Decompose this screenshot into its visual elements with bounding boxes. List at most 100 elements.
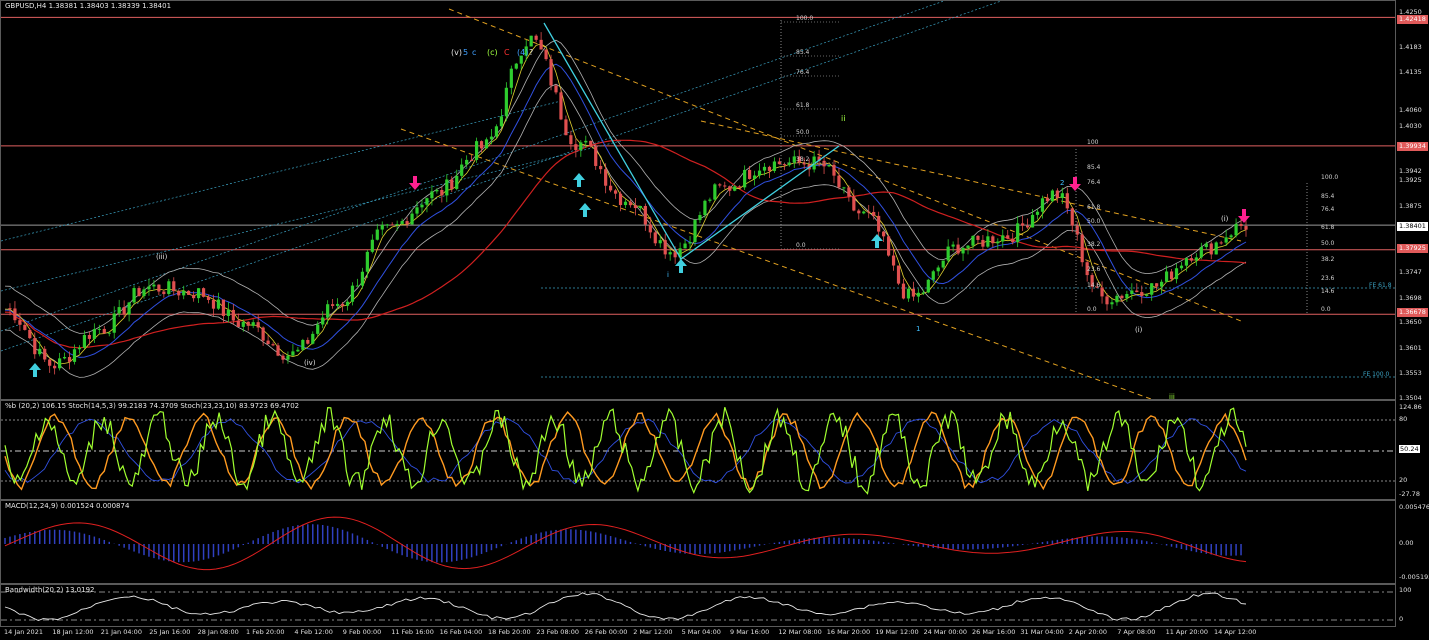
candle-body <box>708 199 712 201</box>
candle-body <box>911 288 916 297</box>
candle-body <box>926 279 930 293</box>
candle-body <box>1204 243 1208 248</box>
candle-body <box>1006 235 1010 239</box>
stoch-orange-line <box>4 411 1247 491</box>
candle-body <box>1120 295 1124 299</box>
candle-body <box>499 116 503 127</box>
fib-label: 61.8 <box>796 102 810 109</box>
candle-body <box>886 236 891 256</box>
macd-pane[interactable]: MACD(12,24,9) 0.001524 0.000874 <box>0 500 1396 584</box>
price-axis-label: 1.4135 <box>1399 67 1422 76</box>
wave-label: (iii) <box>156 253 168 261</box>
fib-label: 38.2 <box>1087 241 1101 248</box>
candle-body <box>549 59 553 86</box>
candle-body <box>554 85 558 93</box>
price-chart-pane[interactable]: GBPUSD,H4 1.38381 1.38403 1.38339 1.3840… <box>0 0 1396 400</box>
buy-arrow-icon <box>871 234 883 248</box>
fib-label: 85.4 <box>1321 193 1335 200</box>
candle-body <box>1219 242 1223 244</box>
candle-body <box>931 271 935 280</box>
candle-body <box>837 175 841 188</box>
bandwidth-axis: 100 0 <box>1396 584 1429 627</box>
candle-body <box>395 224 399 226</box>
channel-line <box>1 100 562 242</box>
candle-body <box>703 200 707 216</box>
candle-body <box>72 349 77 362</box>
candle-body <box>1189 258 1193 261</box>
candle-body <box>956 244 960 254</box>
candle-body <box>1035 211 1040 215</box>
level-badge-support-lower: 1.36678 <box>1397 308 1428 317</box>
candle-body <box>58 358 62 369</box>
macd-axis-label: 0.005476 <box>1399 503 1429 511</box>
fib-label: 14.6 <box>1087 282 1101 289</box>
candle-body <box>177 291 181 296</box>
candle-body <box>206 296 211 300</box>
candle-body <box>137 288 141 297</box>
wave-legend-label: (v) <box>451 48 462 57</box>
candle-body <box>97 328 101 330</box>
candle-body <box>261 327 265 341</box>
bandwidth-pane[interactable]: Bandwidth(20,2) 13.0192 <box>0 584 1396 627</box>
candle-body <box>896 265 901 284</box>
candle-body <box>723 185 727 187</box>
candle-body <box>743 169 747 188</box>
candle-body <box>112 313 116 333</box>
candle-body <box>246 321 250 326</box>
candle-body <box>1085 262 1089 276</box>
candle-body <box>653 232 657 244</box>
candle-body <box>18 320 22 325</box>
candle-body <box>231 309 235 321</box>
candle-body <box>951 244 955 247</box>
candle-body <box>767 166 772 171</box>
candle-body <box>1234 224 1238 236</box>
time-axis-label: 9 Feb 00:00 <box>342 628 382 636</box>
candle-body <box>1001 235 1005 242</box>
candle-body <box>514 63 518 69</box>
candle-body <box>23 324 27 330</box>
macd-signal-line <box>4 516 1247 571</box>
candle-body <box>981 239 985 247</box>
candle-body <box>916 292 920 297</box>
candle-body <box>1150 283 1154 295</box>
candle-body <box>946 246 950 261</box>
candle-body <box>1065 193 1069 209</box>
candle-body <box>509 68 513 88</box>
candle-body <box>415 207 419 214</box>
candle-body <box>494 126 499 137</box>
candle-body <box>326 304 330 318</box>
candle-body <box>211 299 216 309</box>
candle-body <box>196 288 201 299</box>
level-badge-mid: 1.39934 <box>1397 142 1428 151</box>
stoch-axis-label: 124.86 <box>1399 403 1422 411</box>
candle-body <box>1070 208 1074 226</box>
candle-body <box>1021 223 1025 226</box>
fib-label: 100 <box>1087 139 1099 146</box>
bollinger-upper <box>4 39 1247 334</box>
candle-body <box>1164 271 1169 282</box>
candle-body <box>301 339 305 350</box>
candle-body <box>698 215 702 221</box>
time-axis-label: 4 Feb 12:00 <box>294 628 333 636</box>
fib-label: 76.4 <box>1087 179 1101 186</box>
wave-label: i <box>667 271 669 279</box>
candle-body <box>961 247 965 254</box>
candle-body <box>613 190 618 194</box>
candle-body <box>772 161 777 171</box>
current-price-badge: 1.38401 <box>1397 222 1428 231</box>
fib-label: 23.6 <box>1321 275 1335 282</box>
candle-body <box>1160 281 1164 287</box>
candle-body <box>693 220 697 243</box>
candle-body <box>470 159 474 161</box>
stochastic-pane[interactable]: %b (20,2) 106.15 Stoch(14,5,3) 99.2183 7… <box>0 400 1396 500</box>
candle-body <box>316 324 320 334</box>
candle-body <box>971 235 975 246</box>
candle-body <box>102 328 106 334</box>
bandwidth-axis-label: 0 <box>1399 615 1404 623</box>
candle-body <box>385 224 389 226</box>
candle-body <box>574 144 578 150</box>
candle-body <box>1075 225 1079 235</box>
candle-body <box>504 87 508 117</box>
candle-body <box>777 161 781 165</box>
candle-body <box>589 140 593 147</box>
